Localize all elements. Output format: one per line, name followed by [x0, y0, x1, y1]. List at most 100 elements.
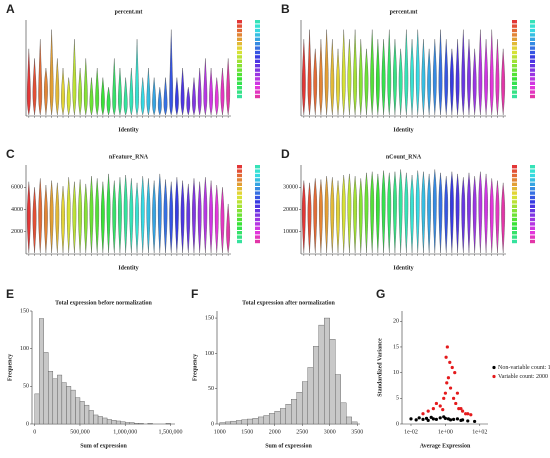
legend-swatch	[255, 209, 260, 213]
bar	[97, 416, 103, 425]
violin	[387, 172, 392, 254]
violin	[106, 87, 111, 116]
violin	[83, 58, 88, 116]
x-tick-label: 1e-02	[404, 429, 418, 435]
legend-swatch	[530, 213, 535, 217]
legend-swatch	[237, 182, 242, 186]
legend-swatch	[237, 200, 242, 204]
legend-swatch	[237, 33, 242, 37]
bar	[147, 423, 153, 425]
legend-swatch	[255, 191, 260, 195]
violin	[381, 39, 386, 116]
point	[441, 408, 445, 412]
legend-swatch	[530, 28, 535, 33]
legend-swatch	[255, 37, 260, 41]
legend-swatch	[255, 50, 260, 55]
bar	[57, 374, 63, 425]
violin	[432, 169, 437, 254]
bar	[84, 404, 90, 425]
bar	[75, 397, 81, 425]
violin	[364, 48, 369, 116]
legend-swatch	[255, 33, 260, 37]
violin	[157, 87, 162, 116]
violin	[341, 29, 346, 116]
point	[438, 416, 442, 420]
violin	[336, 48, 340, 116]
legend-swatch	[237, 222, 242, 226]
point	[455, 391, 460, 395]
y-tick-label: 20000	[283, 207, 298, 213]
violin	[347, 39, 352, 116]
violin	[404, 172, 409, 254]
violin	[83, 183, 88, 254]
legend-swatch	[237, 28, 242, 33]
y-axis-label: Frequency	[7, 354, 13, 381]
legend-swatch	[237, 239, 242, 244]
panel: F Total expression after normalization 0 50…	[191, 287, 363, 449]
panel-label: C	[6, 147, 15, 161]
violin	[336, 180, 340, 254]
point	[460, 418, 465, 422]
violin	[203, 58, 208, 116]
violin	[72, 39, 77, 116]
point	[446, 376, 451, 380]
legend-swatch	[237, 20, 242, 24]
legend-swatch	[512, 55, 517, 59]
violin	[432, 39, 437, 116]
violin	[192, 77, 196, 116]
bar	[106, 419, 112, 425]
violin	[467, 39, 471, 116]
violin	[381, 170, 386, 254]
legend-swatch	[512, 209, 517, 213]
legend-swatch	[512, 20, 517, 24]
legend-swatch	[237, 42, 242, 46]
bar	[285, 404, 292, 425]
legend-swatch	[512, 81, 517, 85]
bar	[39, 318, 44, 425]
bar	[241, 419, 248, 425]
y-tick-label: 0	[396, 421, 399, 427]
legend-swatch	[255, 213, 260, 217]
point	[426, 418, 430, 423]
panel-label: D	[281, 147, 290, 161]
violin	[501, 182, 506, 254]
violin	[313, 178, 318, 254]
violin	[220, 187, 225, 254]
legend-swatch	[237, 94, 242, 99]
legend-swatch	[512, 213, 517, 217]
legend-swatch	[237, 231, 242, 235]
point	[473, 419, 477, 424]
legend-swatch	[530, 20, 535, 24]
bar	[351, 421, 358, 425]
legend-label: Variable count: 2000	[498, 374, 548, 380]
point	[414, 418, 418, 422]
point	[452, 396, 456, 400]
legend-swatch	[512, 46, 517, 50]
legend-swatch	[512, 68, 517, 72]
violin	[49, 29, 54, 116]
bar	[346, 416, 352, 425]
legend-swatch	[512, 182, 517, 186]
bar	[61, 382, 67, 425]
bar	[48, 371, 54, 425]
violin	[444, 39, 449, 116]
violin	[347, 173, 352, 254]
legend-label: Non-variable count: 16080	[498, 365, 550, 371]
bar	[79, 401, 85, 425]
violin	[324, 29, 329, 116]
bar	[329, 339, 336, 425]
legend-swatch	[530, 226, 535, 230]
legend-swatch	[237, 213, 242, 217]
bar	[252, 418, 259, 425]
legend-swatch	[237, 86, 242, 90]
y-tick-label: 150	[205, 315, 214, 321]
violin	[427, 173, 431, 254]
violin	[26, 48, 31, 116]
violin	[313, 48, 318, 116]
legend-swatch	[530, 222, 535, 226]
legend-swatch	[530, 187, 535, 191]
legend-swatch	[512, 217, 517, 222]
legend-swatch	[512, 42, 517, 46]
